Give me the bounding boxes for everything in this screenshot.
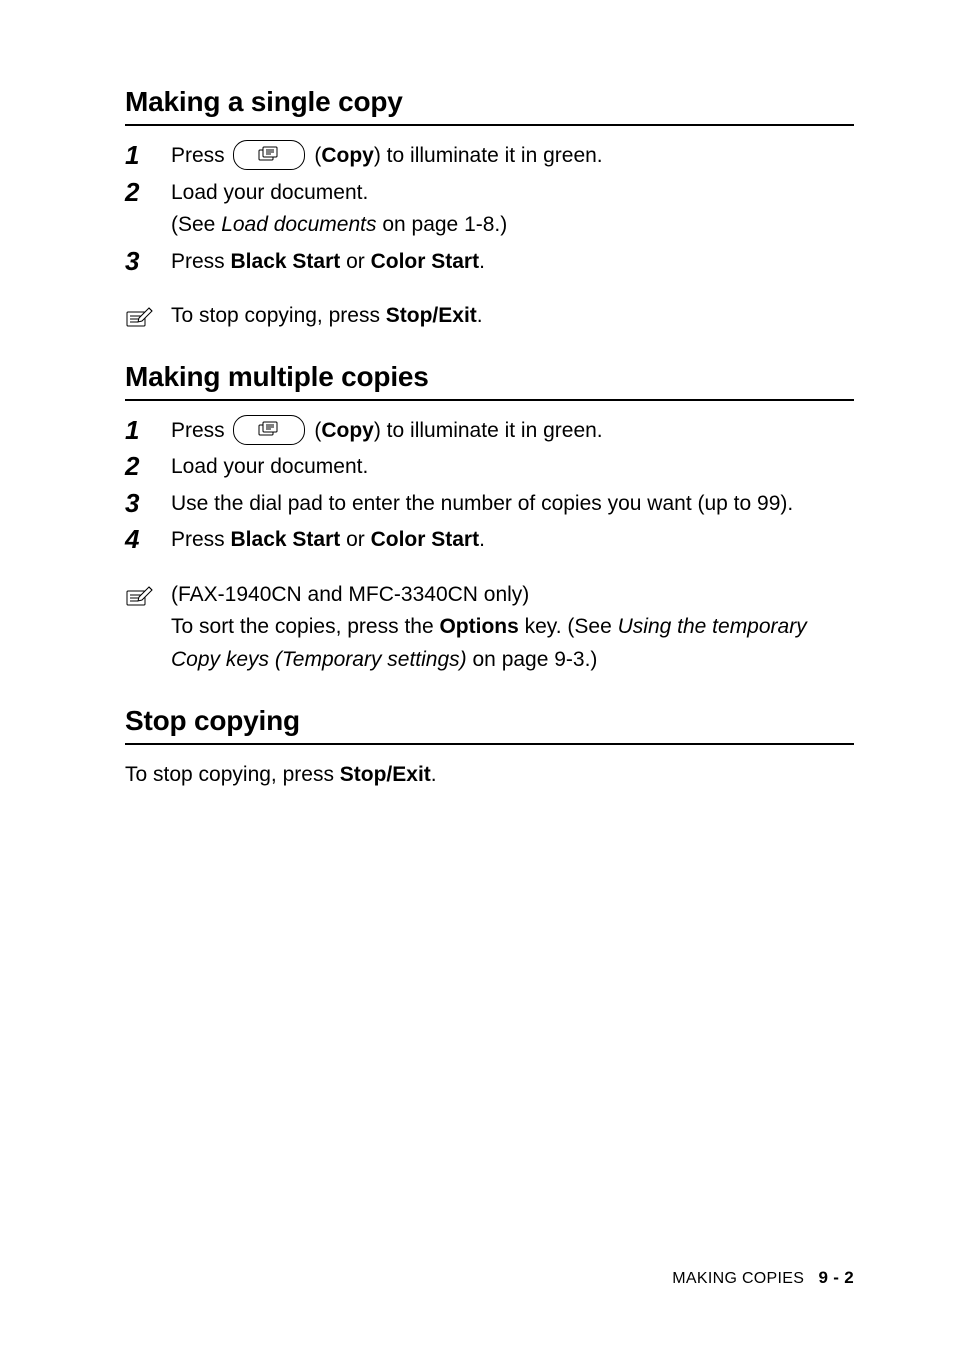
step-body: Press (Copy) to illuminat	[171, 140, 854, 173]
note-body: To stop copying, press Stop/Exit.	[171, 300, 854, 333]
text: on page 9-3.)	[467, 648, 598, 671]
step-number: 4	[125, 524, 171, 555]
steps-list: 1 Press	[125, 140, 854, 278]
section-single-copy: Making a single copy 1 Press	[125, 86, 854, 333]
step-number: 2	[125, 177, 171, 208]
note-row: To stop copying, press Stop/Exit.	[125, 300, 854, 333]
step-row: 1 Press	[125, 415, 854, 448]
step-number: 2	[125, 451, 171, 482]
text: ) to illuminate it in green.	[374, 419, 603, 442]
text: Press	[171, 419, 231, 442]
section-title: Making a single copy	[125, 86, 854, 118]
text: To stop copying, press	[125, 763, 340, 786]
step-row: 4 Press Black Start or Color Start.	[125, 524, 854, 557]
step-body: Load your document.	[171, 451, 854, 484]
step-body: Use the dial pad to enter the number of …	[171, 488, 854, 521]
body-paragraph: To stop copying, press Stop/Exit.	[125, 759, 854, 792]
step-number: 3	[125, 246, 171, 277]
footer-page-number: 9 - 2	[818, 1268, 854, 1287]
section-rule	[125, 124, 854, 126]
text: To sort the copies, press the	[171, 615, 439, 638]
text: (See	[171, 213, 221, 236]
key-label: Options	[439, 615, 518, 638]
text: Use the dial pad to enter the number of …	[171, 492, 793, 515]
footer-label: MAKING COPIES	[672, 1270, 804, 1287]
text: or	[340, 250, 370, 273]
key-label: Black Start	[231, 250, 341, 273]
section-stop-copying: Stop copying To stop copying, press Stop…	[125, 705, 854, 792]
text: Press	[171, 250, 231, 273]
step-row: 3 Use the dial pad to enter the number o…	[125, 488, 854, 521]
copy-button-icon	[233, 415, 305, 445]
step-body: Press (Copy) to illuminat	[171, 415, 854, 448]
text: To stop copying, press	[171, 304, 386, 327]
text: .	[477, 304, 483, 327]
note-row: (FAX-1940CN and MFC-3340CN only) To sort…	[125, 579, 854, 677]
text: .	[479, 528, 485, 551]
text: .	[479, 250, 485, 273]
key-label: Stop/Exit	[386, 304, 477, 327]
step-number: 3	[125, 488, 171, 519]
step-row: 1 Press	[125, 140, 854, 173]
note-pencil-icon	[125, 579, 171, 609]
text: on page 1-8.)	[376, 213, 507, 236]
text: key. (See	[519, 615, 618, 638]
step-number: 1	[125, 140, 171, 171]
key-label: Stop/Exit	[340, 763, 431, 786]
key-label: Black Start	[231, 528, 341, 551]
section-title: Stop copying	[125, 705, 854, 737]
step-row: 3 Press Black Start or Color Start.	[125, 246, 854, 279]
section-multiple-copies: Making multiple copies 1 Press	[125, 361, 854, 677]
text: Load your document.	[171, 455, 368, 478]
text: Press	[171, 144, 231, 167]
text: .	[431, 763, 437, 786]
text: Press	[171, 528, 231, 551]
page-footer: MAKING COPIES 9 - 2	[672, 1268, 854, 1288]
step-body: Load your document. (See Load documents …	[171, 177, 854, 242]
text: (FAX-1940CN and MFC-3340CN only)	[171, 583, 529, 606]
text: or	[340, 528, 370, 551]
note-body: (FAX-1940CN and MFC-3340CN only) To sort…	[171, 579, 854, 677]
section-rule	[125, 399, 854, 401]
key-label: Color Start	[371, 528, 480, 551]
note-pencil-icon	[125, 300, 171, 330]
text: Load your document.	[171, 181, 368, 204]
step-body: Press Black Start or Color Start.	[171, 246, 854, 279]
copy-button-icon	[233, 140, 305, 170]
steps-list: 1 Press	[125, 415, 854, 557]
step-row: 2 Load your document. (See Load document…	[125, 177, 854, 242]
step-number: 1	[125, 415, 171, 446]
step-row: 2 Load your document.	[125, 451, 854, 484]
key-label: Color Start	[371, 250, 480, 273]
page-content: Making a single copy 1 Press	[0, 0, 954, 791]
copy-label: Copy	[321, 144, 374, 167]
section-title: Making multiple copies	[125, 361, 854, 393]
text: ) to illuminate it in green.	[374, 144, 603, 167]
section-rule	[125, 743, 854, 745]
link-ref: Load documents	[221, 213, 376, 236]
copy-label: Copy	[321, 419, 374, 442]
step-body: Press Black Start or Color Start.	[171, 524, 854, 557]
